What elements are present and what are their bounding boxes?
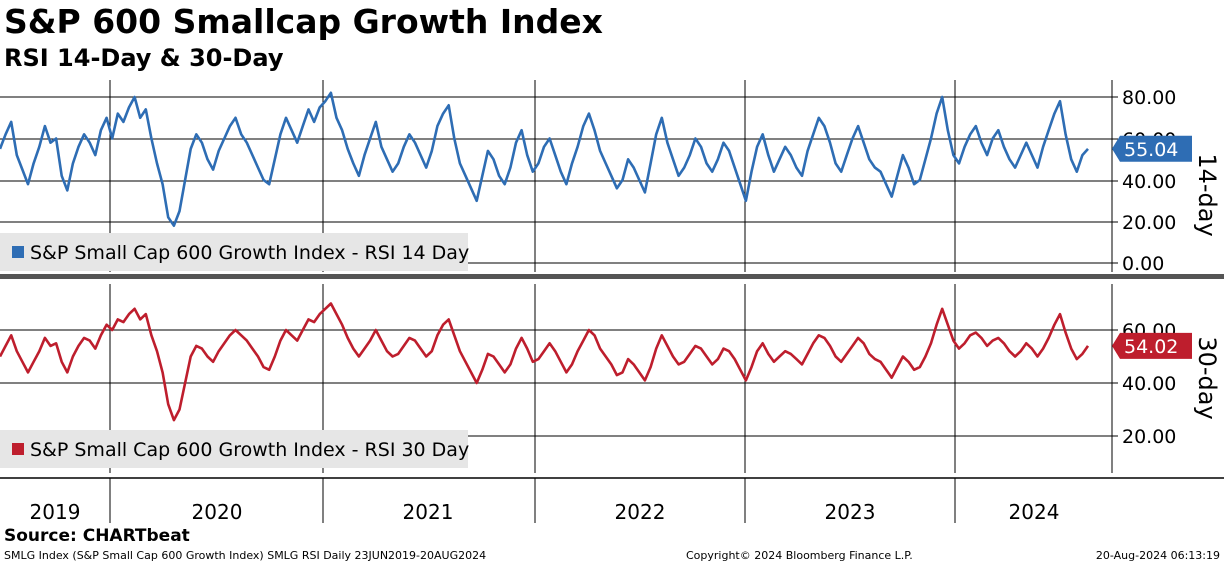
legend-swatch bbox=[12, 443, 24, 455]
y-tick-label: 40.00 bbox=[1122, 171, 1176, 193]
current-value-label: 54.02 bbox=[1124, 336, 1178, 358]
x-tick-label: 2022 bbox=[615, 500, 666, 524]
chart-subtitle: RSI 14-Day & 30-Day bbox=[4, 44, 284, 72]
y-tick-label: 40.00 bbox=[1122, 373, 1176, 395]
source-note: Source: CHARTbeat bbox=[4, 526, 190, 546]
legend-box bbox=[0, 430, 468, 468]
x-tick-label: 2024 bbox=[1009, 500, 1060, 524]
current-value-label: 55.04 bbox=[1124, 139, 1178, 161]
footer-ticker-info: SMLG Index (S&P Small Cap 600 Growth Ind… bbox=[4, 549, 487, 562]
footer-copyright: Copyright© 2024 Bloomberg Finance L.P. bbox=[686, 549, 913, 562]
y-tick-label: 20.00 bbox=[1122, 426, 1176, 448]
x-tick-label: 2021 bbox=[403, 500, 454, 524]
current-value-flag bbox=[1112, 135, 1192, 162]
y-tick-label: 80.00 bbox=[1122, 87, 1176, 109]
legend-box bbox=[0, 233, 468, 271]
panel-label-14-day: 14-day bbox=[1193, 153, 1221, 236]
x-tick-label: 2020 bbox=[192, 500, 243, 524]
legend-label: S&P Small Cap 600 Growth Index - RSI 30 … bbox=[30, 439, 469, 461]
series-line-30-day bbox=[0, 302, 1090, 422]
series-line-14-day bbox=[0, 91, 1089, 227]
legend-swatch bbox=[12, 246, 24, 258]
legend-label: S&P Small Cap 600 Growth Index - RSI 14 … bbox=[30, 242, 469, 264]
current-value-flag bbox=[1112, 332, 1192, 359]
panel-separator bbox=[0, 274, 1224, 279]
x-tick-label: 2019 bbox=[30, 500, 81, 524]
x-tick-label: 2023 bbox=[825, 500, 876, 524]
panel-label-30-day: 30-day bbox=[1193, 336, 1221, 419]
chart-title: S&P 600 Smallcap Growth Index bbox=[4, 2, 603, 41]
footer-timestamp: 20-Aug-2024 06:13:19 bbox=[1095, 549, 1220, 562]
y-tick-label: 20.00 bbox=[1122, 212, 1176, 234]
y-tick-label: 0.00 bbox=[1122, 253, 1164, 275]
